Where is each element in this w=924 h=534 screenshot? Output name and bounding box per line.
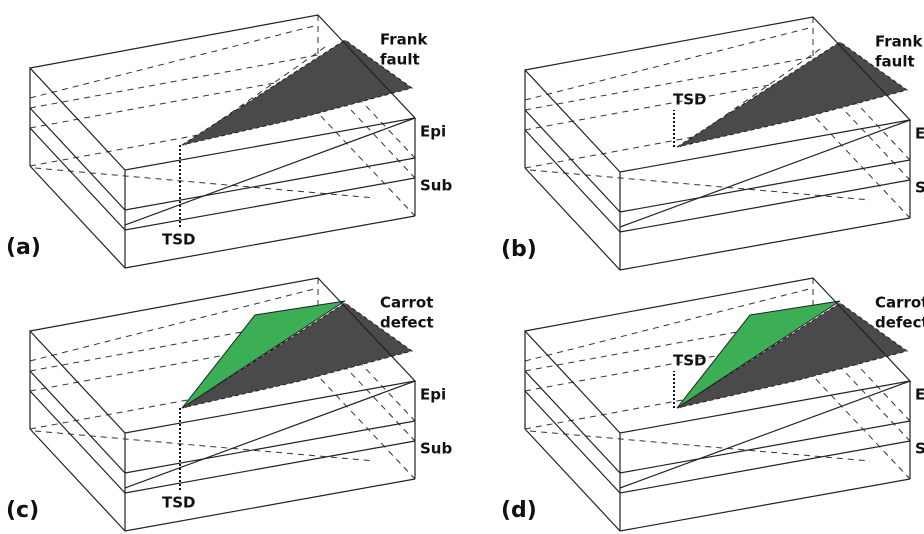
layer-label: Epi <box>420 123 446 141</box>
layer-label: Sub <box>420 177 452 195</box>
defect-label: Frank <box>380 31 428 49</box>
layer-line <box>30 429 415 531</box>
panel-label: (c) <box>6 498 39 523</box>
panel-label: (d) <box>501 498 537 523</box>
panel-label: (a) <box>6 235 41 260</box>
hidden-line <box>530 431 870 461</box>
frank-fault <box>182 40 412 145</box>
layer-line <box>525 391 910 493</box>
tsd-label: TSD <box>673 91 707 109</box>
panel-label: (b) <box>501 237 537 262</box>
layer-line <box>525 130 910 232</box>
layer-label: Sub <box>915 440 924 458</box>
panel: TSD Carrot defect Epi Sub (c) <box>6 278 452 531</box>
hidden-line <box>35 431 375 461</box>
defect-label: fault <box>875 53 915 71</box>
layer-label: Sub <box>420 440 452 458</box>
hidden-line <box>530 170 870 200</box>
hidden-line <box>35 168 375 198</box>
layer-line <box>30 391 415 493</box>
tsd-label: TSD <box>162 494 196 512</box>
layer-line <box>525 168 910 270</box>
layer-line <box>30 166 415 268</box>
tsd-label: TSD <box>673 352 707 370</box>
panel: TSD Frank fault Epi Sub (b) <box>501 17 924 270</box>
defect-label: defect <box>380 314 434 332</box>
layer-label: Sub <box>915 179 924 197</box>
defect-label: Frank <box>875 33 923 51</box>
tsd-label: TSD <box>162 231 196 249</box>
layer-line <box>30 128 415 230</box>
slip-line <box>125 118 415 225</box>
frank-fault <box>677 42 907 147</box>
defect-label: Carrot <box>875 294 924 312</box>
slip-line <box>125 381 415 488</box>
layer-label: Epi <box>915 386 924 404</box>
defect-label: fault <box>380 51 420 69</box>
panel: TSD Carrot defect Epi Sub (d) <box>501 278 924 531</box>
layer-label: Epi <box>915 125 924 143</box>
layer-label: Epi <box>420 386 446 404</box>
defect-label: Carrot <box>380 294 433 312</box>
figure: TSD Frank fault Epi Sub (a) TSD Frank fault Epi Su… <box>0 0 924 534</box>
layer-line <box>525 429 910 531</box>
slip-line <box>620 120 910 227</box>
panel: TSD Frank fault Epi Sub (a) <box>6 15 452 268</box>
defect-label: defect <box>875 314 924 332</box>
slip-line <box>620 381 910 488</box>
